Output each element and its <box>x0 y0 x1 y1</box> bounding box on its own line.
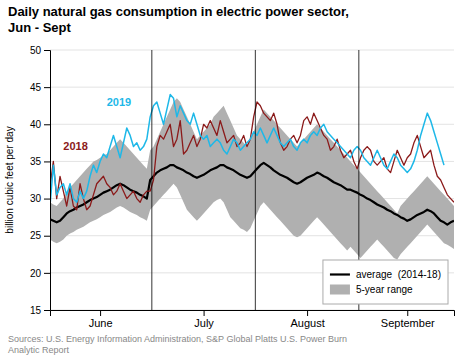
x-tick: September <box>381 310 435 329</box>
series-line <box>50 163 454 225</box>
x-tick: August <box>290 310 324 329</box>
y-tick-mark <box>44 50 50 51</box>
x-tick-label: August <box>290 317 324 329</box>
month-divider <box>151 50 152 310</box>
y-tick-label: 25 <box>30 230 42 241</box>
grid-line <box>50 87 454 88</box>
series-line <box>50 95 444 206</box>
title: Daily natural gas consumption in electri… <box>8 4 349 35</box>
y-tick-label: 50 <box>30 45 42 56</box>
x-tick-label: September <box>381 317 435 329</box>
y-tick: 35 <box>30 156 50 167</box>
x-axis-line <box>51 311 455 317</box>
grid <box>50 50 454 310</box>
legend-frame <box>323 260 448 304</box>
x-tick: June <box>89 310 113 329</box>
x-tick-mark <box>407 310 408 316</box>
y-tick: 45 <box>30 82 50 93</box>
x-tick-mark <box>100 310 101 316</box>
y-tick-label: 30 <box>30 193 42 204</box>
y-tick-mark <box>44 273 50 274</box>
y-tick-mark <box>44 124 50 125</box>
range-area <box>50 98 454 259</box>
y-tick: 30 <box>30 193 50 204</box>
y-tick: 25 <box>30 230 50 241</box>
y-tick-mark <box>44 87 50 88</box>
x-tick-mark <box>307 310 308 316</box>
y-tick: 20 <box>30 268 50 279</box>
y-tick-mark <box>44 199 50 200</box>
y-tick: 15 <box>30 305 50 316</box>
source-line: Sources: U.S. Energy Information Adminis… <box>8 334 347 344</box>
x-tick: July <box>194 310 214 329</box>
title-line: Daily natural gas consumption in electri… <box>8 4 349 19</box>
source-line: Analytic Report <box>8 345 70 355</box>
y-tick: 40 <box>30 119 50 130</box>
y-axis-line <box>44 51 51 311</box>
plot-area <box>50 50 454 310</box>
x-tick-label: July <box>194 317 214 329</box>
month-divider <box>255 50 256 310</box>
y-tick-mark <box>44 310 50 311</box>
annotation: 2018 <box>63 140 87 152</box>
title-line: Jun - Sept <box>8 20 72 35</box>
y-tick-label: 15 <box>30 305 42 316</box>
annotation: 2019 <box>107 96 131 108</box>
y-tick-mark <box>44 236 50 237</box>
source: Sources: U.S. Energy Information Adminis… <box>8 334 347 355</box>
y-tick-label: 45 <box>30 82 42 93</box>
x-axis: June July August September <box>51 310 455 329</box>
legend-label: 5-year range <box>356 284 413 295</box>
y-axis-title: billion cubic feet per day <box>4 126 15 233</box>
legend-swatch <box>330 285 350 295</box>
y-tick-mark <box>44 161 50 162</box>
y-tick-label: 35 <box>30 156 42 167</box>
x-tick-label: June <box>89 317 113 329</box>
y-tick-label: 20 <box>30 268 42 279</box>
legend: average (2014-18) 5-year range <box>323 260 448 304</box>
y-tick-label: 40 <box>30 119 42 130</box>
x-tick-mark <box>204 310 205 316</box>
legend-label: average (2014-18) <box>356 269 441 280</box>
grid-line <box>50 50 454 51</box>
legend-swatch <box>330 273 350 275</box>
chart: 15 20 25 30 35 40 45 50 June July August September b… <box>0 0 468 360</box>
y-axis: 15 20 25 30 35 40 45 50 <box>30 45 51 316</box>
y-tick: 50 <box>30 45 50 56</box>
